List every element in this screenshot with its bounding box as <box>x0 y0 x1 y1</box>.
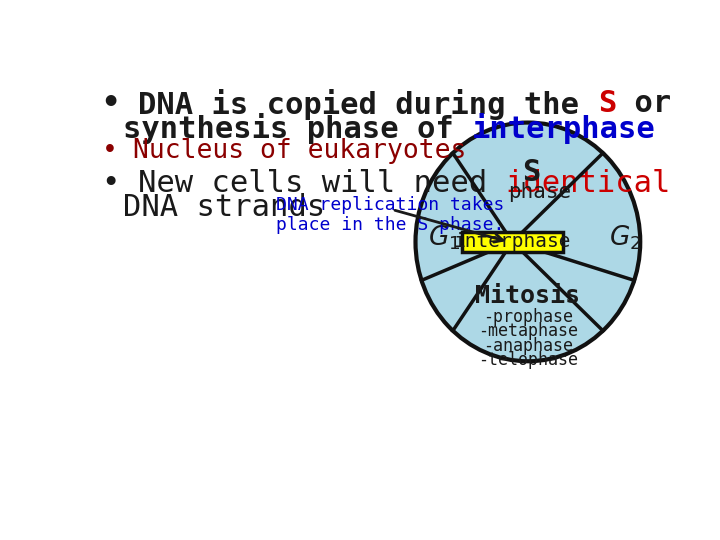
Text: New cells will need: New cells will need <box>138 168 506 198</box>
Text: -metaphase: -metaphase <box>478 322 578 340</box>
Text: DNA strands: DNA strands <box>122 193 325 221</box>
Text: Mitosis: Mitosis <box>475 284 580 308</box>
Text: •: • <box>102 138 133 164</box>
Text: $G_1$: $G_1$ <box>428 224 460 252</box>
Text: DNA replication takes
place in the S phase.: DNA replication takes place in the S pha… <box>276 195 505 234</box>
Text: -prophase: -prophase <box>483 308 573 326</box>
Text: identical: identical <box>506 168 671 198</box>
Text: or: or <box>616 90 671 118</box>
Text: interphase: interphase <box>472 112 655 144</box>
Text: phase: phase <box>508 182 571 202</box>
Text: Nucleus of eukaryotes: Nucleus of eukaryotes <box>133 138 467 164</box>
Text: DNA is copied during the: DNA is copied during the <box>138 90 598 120</box>
Text: S: S <box>523 158 541 187</box>
Text: -telophase: -telophase <box>478 352 578 369</box>
Text: interphase: interphase <box>454 232 571 252</box>
Text: S: S <box>598 90 616 118</box>
Text: •: • <box>102 90 138 118</box>
Text: •: • <box>102 168 138 198</box>
Text: synthesis phase of: synthesis phase of <box>122 112 472 144</box>
FancyBboxPatch shape <box>462 232 563 252</box>
Text: -anaphase: -anaphase <box>483 337 573 355</box>
Ellipse shape <box>415 123 640 361</box>
Text: $G_2$: $G_2$ <box>608 224 641 252</box>
